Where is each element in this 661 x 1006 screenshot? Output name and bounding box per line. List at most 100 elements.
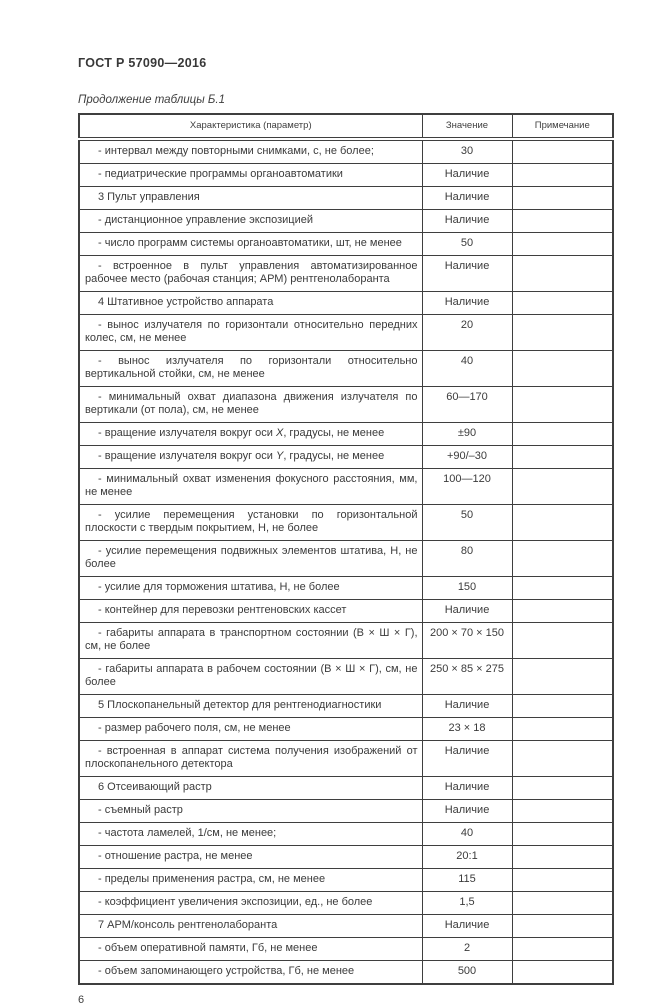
table-row: 5 Плоскопанельный детектор для рентгенод… bbox=[78, 694, 614, 718]
value-cell: 200 × 70 × 150 bbox=[421, 622, 513, 659]
value-cell: Наличие bbox=[421, 255, 513, 292]
value-cell: 40 bbox=[421, 822, 513, 846]
table-row: - встроенная в аппарат система получения… bbox=[78, 740, 614, 777]
value-cell: Наличие bbox=[421, 163, 513, 187]
characteristic-cell: - вращение излучателя вокруг оси Y, град… bbox=[78, 445, 423, 469]
spec-table: Характеристика (параметр) Значение Приме… bbox=[78, 113, 614, 985]
note-cell bbox=[511, 386, 614, 423]
value-cell: 50 bbox=[421, 504, 513, 541]
note-cell bbox=[511, 540, 614, 577]
table-row: - контейнер для перевозки рентгеновских … bbox=[78, 599, 614, 623]
table-row: - усилие для торможения штатива, Н, не б… bbox=[78, 576, 614, 600]
value-cell: 2 bbox=[421, 937, 513, 961]
note-cell bbox=[511, 717, 614, 741]
standard-code: ГОСТ Р 57090—2016 bbox=[78, 56, 207, 70]
characteristic-cell: - габариты аппарата в рабочем состоянии … bbox=[78, 658, 423, 695]
characteristic-cell: - встроенное в пульт управления автомати… bbox=[78, 255, 423, 292]
note-cell bbox=[511, 186, 614, 210]
characteristic-cell: - дистанционное управление экспозицией bbox=[78, 209, 423, 233]
value-cell: 20:1 bbox=[421, 845, 513, 869]
characteristic-cell: - встроенная в аппарат система получения… bbox=[78, 740, 423, 777]
table-row: - габариты аппарата в рабочем состоянии … bbox=[78, 658, 614, 695]
table-row: 6 Отсеивающий растр Наличие bbox=[78, 776, 614, 800]
characteristic-cell: - педиатрические программы органоавтомат… bbox=[78, 163, 423, 187]
value-cell: 60—170 bbox=[421, 386, 513, 423]
table-row: - вращение излучателя вокруг оси X, град… bbox=[78, 422, 614, 446]
table-header: Характеристика (параметр) Значение Приме… bbox=[78, 113, 614, 141]
note-cell bbox=[511, 622, 614, 659]
characteristic-cell: - съемный растр bbox=[78, 799, 423, 823]
characteristic-cell: - частота ламелей, 1/см, не менее; bbox=[78, 822, 423, 846]
characteristic-cell: - объем запоминающего устройства, Гб, не… bbox=[78, 960, 423, 985]
table-row: - число программ системы органоавтоматик… bbox=[78, 232, 614, 256]
note-cell bbox=[511, 350, 614, 387]
value-cell: Наличие bbox=[421, 186, 513, 210]
characteristic-cell: 5 Плоскопанельный детектор для рентгенод… bbox=[78, 694, 423, 718]
table-row: - габариты аппарата в транспортном состо… bbox=[78, 622, 614, 659]
note-cell bbox=[511, 658, 614, 695]
note-cell bbox=[511, 694, 614, 718]
table-caption: Продолжение таблицы Б.1 bbox=[78, 94, 225, 106]
value-cell: Наличие bbox=[421, 209, 513, 233]
table-row: - педиатрические программы органоавтомат… bbox=[78, 163, 614, 187]
note-cell bbox=[511, 914, 614, 938]
characteristic-cell: - размер рабочего поля, см, не менее bbox=[78, 717, 423, 741]
characteristic-cell: 6 Отсеивающий растр bbox=[78, 776, 423, 800]
characteristic-cell: - габариты аппарата в транспортном состо… bbox=[78, 622, 423, 659]
document-page: ГОСТ Р 57090—2016 Продолжение таблицы Б.… bbox=[78, 56, 614, 1006]
note-cell bbox=[511, 255, 614, 292]
value-cell: Наличие bbox=[421, 799, 513, 823]
value-cell: +90/–30 bbox=[421, 445, 513, 469]
note-cell bbox=[511, 845, 614, 869]
table-row: - дистанционное управление экспозицией На… bbox=[78, 209, 614, 233]
value-cell: Наличие bbox=[421, 599, 513, 623]
characteristic-cell: - контейнер для перевозки рентгеновских … bbox=[78, 599, 423, 623]
value-cell: 1,5 bbox=[421, 891, 513, 915]
value-cell: 40 bbox=[421, 350, 513, 387]
note-cell bbox=[511, 822, 614, 846]
characteristic-cell: - интервал между повторными снимками, с,… bbox=[78, 138, 423, 164]
table-row: 4 Штативное устройство аппарата Наличие bbox=[78, 291, 614, 315]
table-row: - интервал между повторными снимками, с,… bbox=[78, 138, 614, 164]
table-row: - объем запоминающего устройства, Гб, не… bbox=[78, 960, 614, 985]
characteristic-cell: - вынос излучателя по горизонтали относи… bbox=[78, 350, 423, 387]
note-cell bbox=[511, 799, 614, 823]
characteristic-cell: - число программ системы органоавтоматик… bbox=[78, 232, 423, 256]
characteristic-cell: - минимальный охват изменения фокусного … bbox=[78, 468, 423, 505]
note-cell bbox=[511, 291, 614, 315]
characteristic-cell: - усилие для торможения штатива, Н, не б… bbox=[78, 576, 423, 600]
table-row: - минимальный охват изменения фокусного … bbox=[78, 468, 614, 505]
value-cell: Наличие bbox=[421, 291, 513, 315]
table-row: - съемный растр Наличие bbox=[78, 799, 614, 823]
value-cell: Наличие bbox=[421, 776, 513, 800]
column-header-value: Значение bbox=[421, 113, 513, 141]
value-cell: 23 × 18 bbox=[421, 717, 513, 741]
characteristic-cell: - усилие перемещения подвижных элементов… bbox=[78, 540, 423, 577]
page-number: 6 bbox=[78, 994, 85, 1006]
characteristic-cell: - отношение растра, не менее bbox=[78, 845, 423, 869]
note-cell bbox=[511, 868, 614, 892]
note-cell bbox=[511, 445, 614, 469]
note-cell bbox=[511, 138, 614, 164]
column-header-characteristic: Характеристика (параметр) bbox=[78, 113, 423, 141]
table-row: - размер рабочего поля, см, не менее 23 ×… bbox=[78, 717, 614, 741]
note-cell bbox=[511, 576, 614, 600]
characteristic-cell: - вынос излучателя по горизонтали относи… bbox=[78, 314, 423, 351]
value-cell: 100—120 bbox=[421, 468, 513, 505]
value-cell: 115 bbox=[421, 868, 513, 892]
note-cell bbox=[511, 314, 614, 351]
note-cell bbox=[511, 740, 614, 777]
value-cell: ±90 bbox=[421, 422, 513, 446]
value-cell: 500 bbox=[421, 960, 513, 985]
characteristic-cell: - минимальный охват диапазона движения и… bbox=[78, 386, 423, 423]
table-row: 3 Пульт управления Наличие bbox=[78, 186, 614, 210]
characteristic-cell: 4 Штативное устройство аппарата bbox=[78, 291, 423, 315]
note-cell bbox=[511, 891, 614, 915]
characteristic-cell: - пределы применения растра, см, не мене… bbox=[78, 868, 423, 892]
table-row: - объем оперативной памяти, Гб, не менее… bbox=[78, 937, 614, 961]
table-row: - минимальный охват диапазона движения и… bbox=[78, 386, 614, 423]
value-cell: 80 bbox=[421, 540, 513, 577]
note-cell bbox=[511, 232, 614, 256]
note-cell bbox=[511, 163, 614, 187]
characteristic-cell: - усилие перемещения установки по горизо… bbox=[78, 504, 423, 541]
